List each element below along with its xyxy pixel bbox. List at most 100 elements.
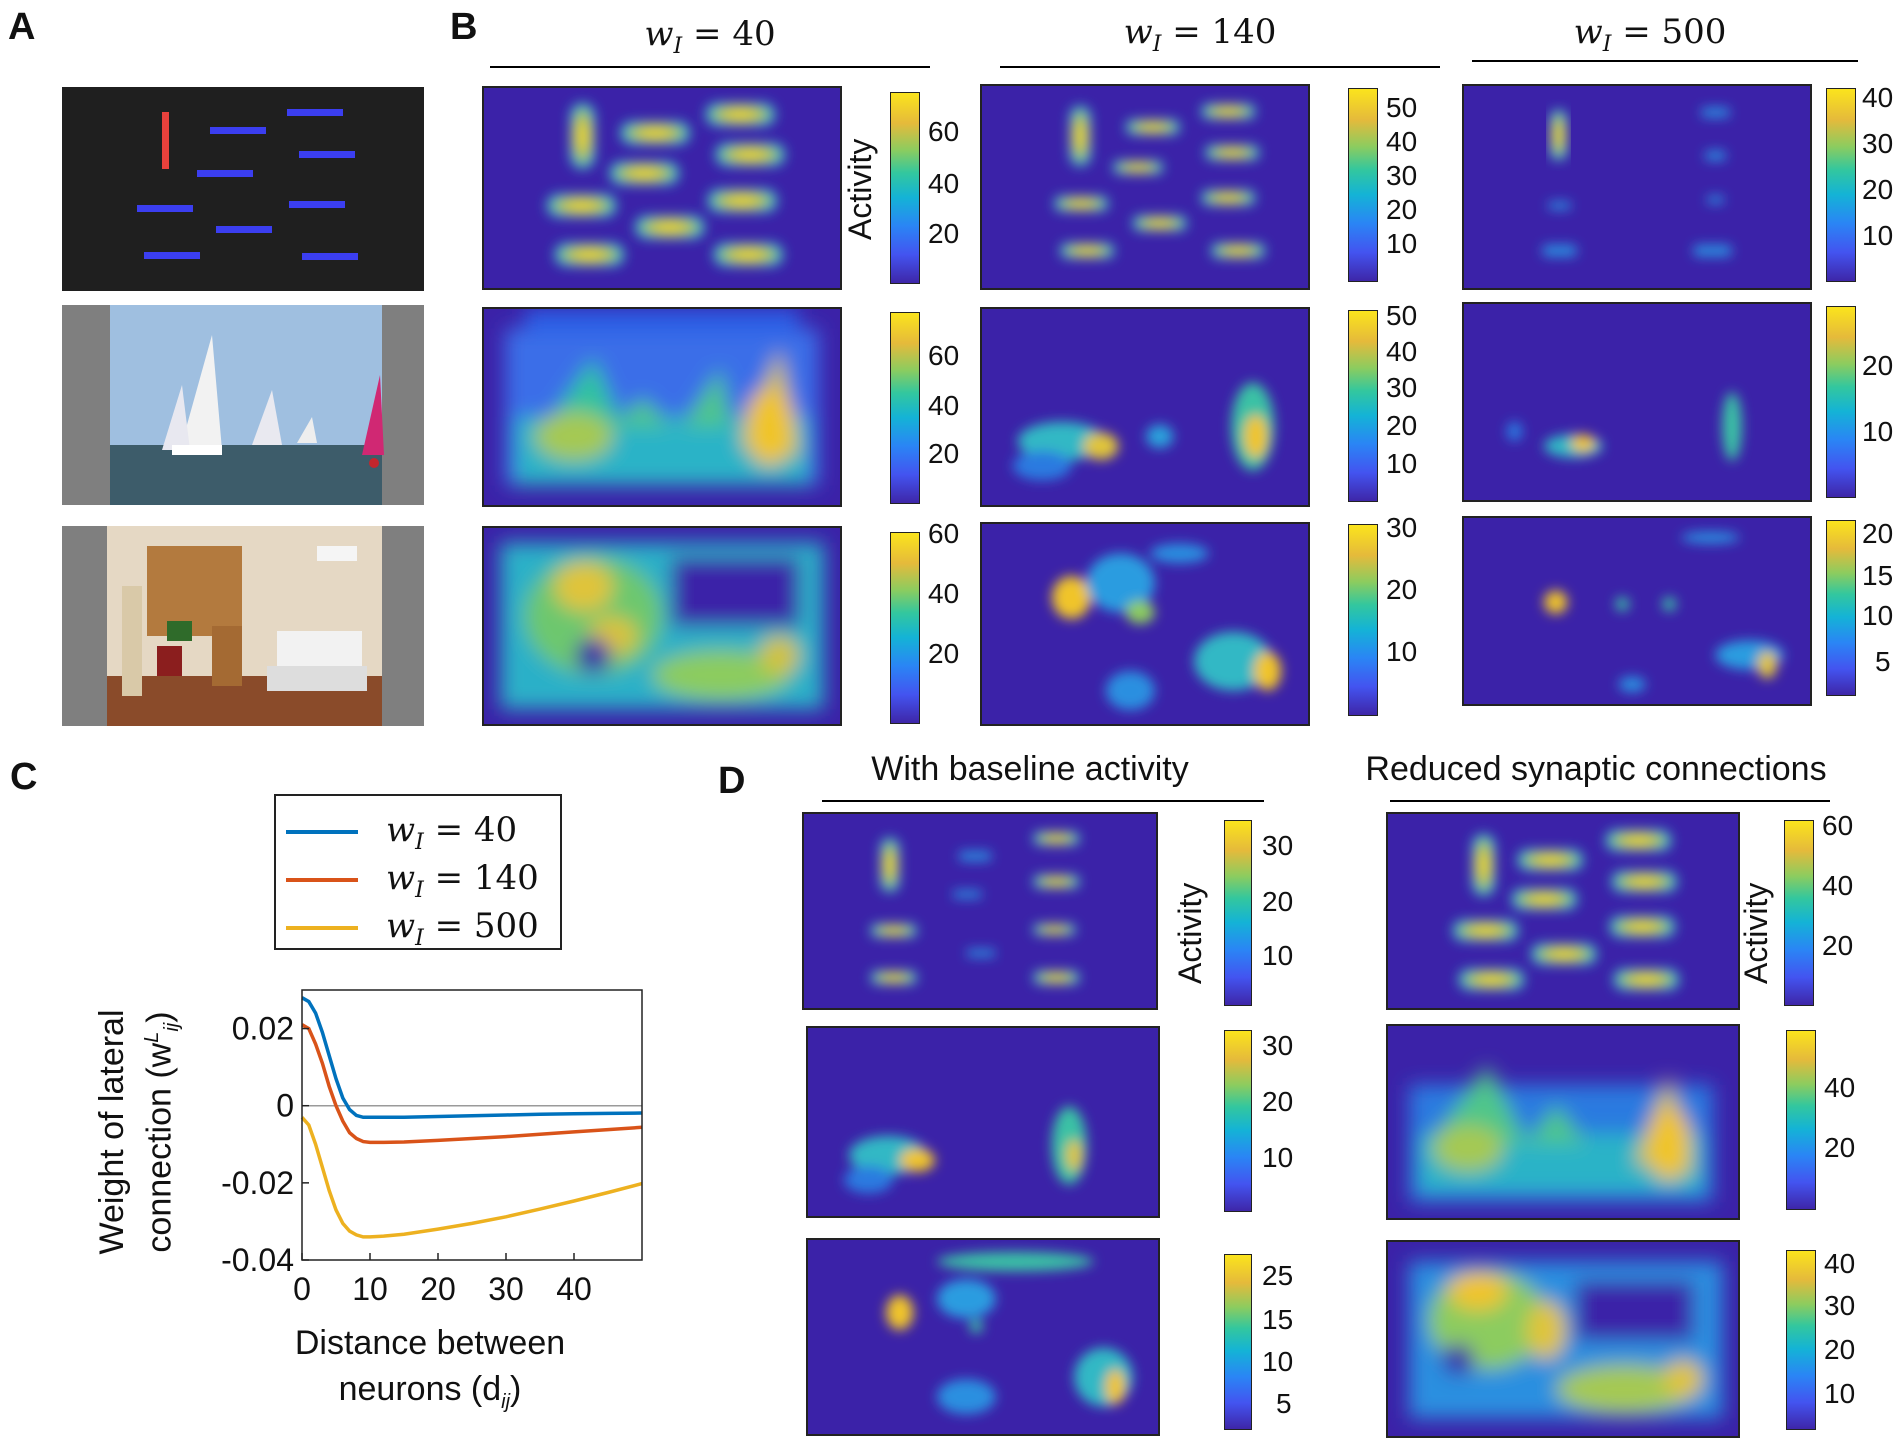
panel-letter-d: D (718, 760, 746, 802)
legend-swatch (286, 878, 358, 882)
colorbar-tick: 20 (1386, 410, 1418, 441)
colorbar-tick: 40 (1386, 336, 1418, 367)
colorbar-tick: 25 (1262, 1260, 1294, 1291)
b-header-sub: I (1152, 32, 1162, 57)
d-map-sailboats-baseline (806, 1026, 1160, 1218)
colorbar-tick: 5 (1875, 646, 1891, 677)
b-colorbar-r2c2 (1348, 310, 1378, 502)
c-ylabel-close: ) (140, 1011, 179, 1023)
b-colorbar-r2c1 (890, 312, 920, 504)
c-legend: wI = 40 w I = 140 wI = 500 (274, 794, 562, 951)
colorbar-tick: 20 (1386, 194, 1418, 225)
colorbar-tick: 40 (928, 578, 960, 609)
c-ylabel-line2: connection (wLij) (132, 952, 192, 1312)
legend-label: wI = 40 (386, 810, 517, 855)
b-header-value: = 40 (693, 14, 776, 54)
colorbar-tick: 20 (1822, 930, 1854, 961)
colorbar-tick: 20 (928, 638, 960, 669)
colorbar-tick: 60 (1822, 810, 1854, 841)
hospital-room-image (62, 526, 424, 726)
panel-letter-a: A (8, 6, 36, 48)
colorbar-tick: 10 (1262, 1142, 1294, 1173)
colorbar-tick: 40 (928, 168, 960, 199)
y-tick-label: 0.02 (232, 1011, 294, 1047)
heatmap-drawing (1544, 531, 1784, 693)
c-line-chart: 0.020-0.02-0.040 10 20 30 40 (221, 989, 643, 1307)
c-xlabel-line1: Distance between (294, 1324, 566, 1362)
x-tick-label: 0 (293, 1271, 311, 1307)
b-activity-label: Activity (842, 138, 878, 240)
d-map-sailboats-reduced (1386, 1024, 1740, 1220)
d-header-underline (822, 800, 1264, 802)
bar-stimulus-drawing (137, 109, 358, 260)
heatmap-drawing (886, 1251, 1133, 1415)
heatmap-drawing (843, 1106, 1087, 1194)
colorbar-tick: 40 (1824, 1072, 1856, 1103)
heatmap-drawing (1452, 829, 1680, 991)
x-tick-label: 30 (488, 1271, 524, 1307)
colorbar-tick: 10 (1386, 448, 1418, 479)
colorbar-tick: 20 (1262, 1086, 1294, 1117)
heatmap-drawing (500, 542, 824, 710)
colorbar-tick: 10 (1862, 600, 1894, 631)
b-header-var: w (644, 14, 674, 54)
stimulus-bars-image (62, 87, 424, 291)
x-tick-label: 40 (556, 1271, 592, 1307)
b-colorbar-r1c1 (890, 92, 920, 284)
b-header-wi500: wI = 500 (1440, 12, 1860, 57)
legend-value: = 140 (434, 858, 539, 898)
plot-frame (301, 989, 643, 1261)
b-colorbar-r3c2 (1348, 524, 1378, 716)
colorbar-tick: 10 (1262, 1346, 1294, 1377)
colorbar-tick: 20 (928, 218, 960, 249)
b-map-sailboats-wi500 (1462, 302, 1812, 502)
d-colorbar-left-r1 (1224, 820, 1252, 1006)
heatmap-drawing (1409, 1261, 1723, 1419)
d-header-reduced: Reduced synaptic connections (1365, 750, 1827, 788)
b-map-sailboats-wi40 (482, 307, 842, 507)
d-map-bars-baseline (802, 812, 1158, 1010)
legend-swatch (286, 830, 358, 834)
legend-swatch (286, 926, 358, 930)
legend-label: wI = 500 (386, 906, 539, 951)
c-ylabel-sup: L (141, 1031, 163, 1043)
b-header-var: w (1573, 12, 1603, 52)
colorbar-tick: 30 (1862, 128, 1894, 159)
colorbar-tick: 30 (1386, 160, 1418, 191)
colorbar-tick: 30 (1262, 830, 1294, 861)
c-xlabel-text: neurons (d (338, 1370, 502, 1408)
y-tick-label: -0.04 (221, 1242, 294, 1278)
b-map-bars-wi40 (482, 86, 842, 290)
b-header-sub: I (1602, 32, 1612, 57)
sailboats-image (62, 305, 424, 505)
colorbar-tick: 10 (1262, 940, 1294, 971)
series-line (301, 996, 643, 1120)
b-header-wi140: wI = 140 (990, 12, 1410, 57)
heatmap-drawing (505, 309, 819, 486)
colorbar-tick: 20 (1824, 1132, 1856, 1163)
d-activity-label: Activity (1738, 882, 1774, 984)
d-map-bars-reduced (1386, 812, 1740, 1010)
legend-sub: I (415, 926, 424, 951)
b-map-bars-wi140 (980, 84, 1310, 290)
legend-var: w (386, 858, 416, 898)
heatmap-drawing (1053, 103, 1266, 259)
colorbar-tick: 20 (1862, 518, 1894, 549)
colorbar-tick: 20 (1862, 174, 1894, 205)
colorbar-tick: 5 (1276, 1388, 1292, 1419)
heatmap-drawing (1051, 543, 1282, 711)
legend-var: w (386, 810, 416, 850)
colorbar-tick: 60 (928, 340, 960, 371)
colorbar-tick: 40 (1822, 870, 1854, 901)
colorbar-tick: 30 (1262, 1030, 1294, 1061)
colorbar-tick: 20 (1824, 1334, 1856, 1365)
colorbar-tick: 30 (1386, 372, 1418, 403)
c-ylabel-sub: ij (161, 1022, 184, 1032)
colorbar-tick: 20 (1386, 574, 1418, 605)
d-header-baseline: With baseline activity (871, 750, 1189, 788)
b-map-hospital-wi500 (1462, 516, 1812, 706)
heatmap-drawing (870, 831, 1080, 985)
d-activity-label: Activity (1172, 882, 1208, 984)
legend-value: = 500 (434, 906, 539, 946)
colorbar-tick: 15 (1262, 1304, 1294, 1335)
